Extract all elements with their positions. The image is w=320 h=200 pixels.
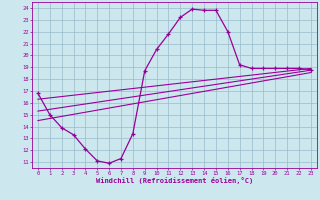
X-axis label: Windchill (Refroidissement éolien,°C): Windchill (Refroidissement éolien,°C) <box>96 177 253 184</box>
